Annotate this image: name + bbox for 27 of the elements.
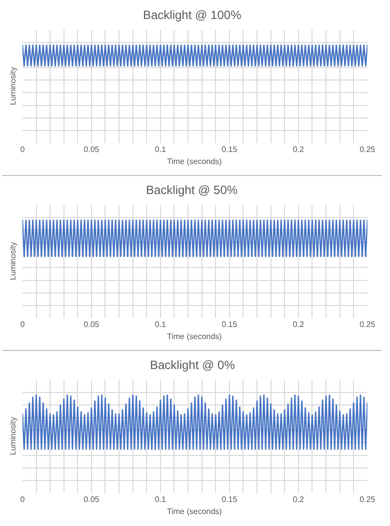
x-tick-label: 0 [20,320,26,329]
x-tick-label: 0.1 [154,320,167,329]
x-axis-title: Time (seconds) [167,332,222,341]
chart-title: Backlight @ 50% [146,183,238,197]
x-tick-label: 0.05 [84,494,100,504]
x-tick-label: 0.15 [222,494,238,504]
x-tick-label: 0 [20,494,26,504]
x-tick-label: 0.25 [360,320,376,329]
x-tick-label: 0.2 [292,320,305,329]
x-tick-label: 0.05 [84,320,100,329]
x-axis-title: Time (seconds) [167,157,222,166]
x-tick-label: 0.15 [222,144,238,154]
x-axis-title: Time (seconds) [167,507,222,516]
y-axis-title: Luminosity [8,242,18,280]
x-tick-label: 0.25 [360,144,376,154]
x-tick-label: 0.25 [360,494,376,504]
x-tick-label: 0.1 [154,144,167,154]
x-tick-label: 0.2 [292,494,305,504]
x-tick-label: 0.2 [292,144,305,154]
y-axis-title: Luminosity [8,66,18,106]
y-axis-title: Luminosity [8,416,18,456]
chart-title: Backlight @ 0% [150,358,236,372]
chart-title: Backlight @ 100% [143,8,242,22]
x-tick-label: 0.05 [84,144,100,154]
x-tick-label: 0 [20,144,26,154]
x-tick-label: 0.15 [222,320,238,329]
x-tick-label: 0.1 [154,494,167,504]
